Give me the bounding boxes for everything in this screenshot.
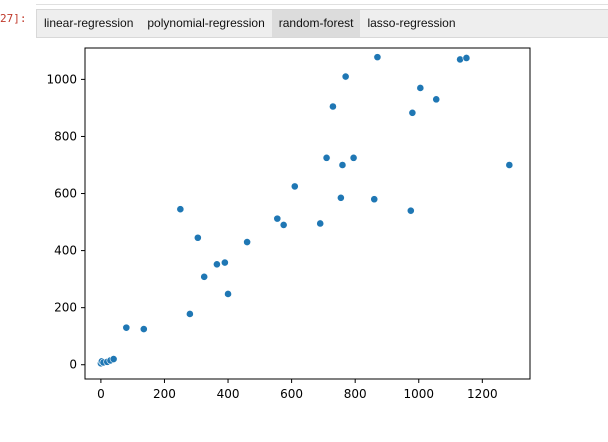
y-tick-label: 400	[54, 244, 77, 258]
tab-random-forest[interactable]: random-forest	[271, 10, 361, 37]
x-axis-ticks: 0 200 400 600 800 1000 1200	[97, 379, 498, 401]
data-point	[370, 195, 379, 204]
data-point	[200, 272, 209, 281]
data-point	[290, 182, 299, 191]
x-tick-label: 600	[280, 387, 303, 401]
data-point	[416, 84, 425, 92]
x-tick-label: 1000	[403, 387, 434, 401]
data-point	[329, 102, 337, 111]
x-tick-label: 0	[97, 387, 105, 401]
data-point	[338, 161, 347, 169]
data-point	[224, 290, 232, 298]
data-point	[373, 53, 382, 62]
data-point	[176, 205, 185, 214]
y-tick-label: 200	[54, 301, 77, 315]
y-tick-label: 600	[54, 187, 77, 201]
x-tick-label: 800	[344, 387, 367, 401]
data-point	[462, 54, 471, 62]
data-point	[456, 55, 464, 64]
plot-border	[84, 47, 531, 380]
data-point	[408, 108, 417, 117]
y-tick-label: 0	[69, 358, 77, 372]
scatter-chart: 0 200 400 600 800 1000 1200 0 200 400 600 800 1000	[46, 47, 531, 401]
data-point	[273, 214, 282, 223]
y-tick-label: 800	[54, 129, 77, 143]
data-point	[505, 161, 514, 169]
axes-frame	[84, 47, 531, 380]
data-point	[139, 325, 148, 333]
data-point	[243, 238, 252, 246]
data-point	[349, 153, 358, 162]
tab-linear-regression[interactable]: linear-regression	[44, 16, 134, 30]
data-point	[316, 219, 325, 228]
data-point	[406, 206, 415, 215]
tab-polynomial-regression[interactable]: polynomial-regression	[147, 16, 265, 30]
data-point	[336, 193, 345, 202]
data-point	[322, 153, 331, 162]
data-point	[279, 221, 288, 229]
cell-execution-prompt: 27]:	[0, 12, 27, 25]
x-tick-label: 200	[153, 387, 176, 401]
data-point	[341, 72, 350, 81]
model-tab-bar: linear-regression polynomial-regression …	[36, 9, 608, 38]
y-axis-ticks: 0 200 400 600 800 1000	[46, 72, 85, 372]
scatter-plot-output: 0 200 400 600 800 1000 1200 0 200 400 600 800 1000	[0, 38, 608, 437]
y-tick-label: 1000	[46, 72, 77, 86]
data-point	[122, 323, 131, 332]
data-point	[220, 258, 229, 267]
data-point	[213, 260, 221, 269]
data-points	[96, 53, 514, 368]
previous-cell-border	[36, 0, 608, 5]
x-tick-label: 400	[217, 387, 240, 401]
data-point	[185, 310, 194, 318]
tab-lasso-regression[interactable]: lasso-regression	[367, 16, 456, 30]
x-tick-label: 1200	[467, 387, 498, 401]
data-point	[193, 233, 202, 242]
data-point	[432, 95, 441, 104]
data-point	[109, 355, 118, 363]
